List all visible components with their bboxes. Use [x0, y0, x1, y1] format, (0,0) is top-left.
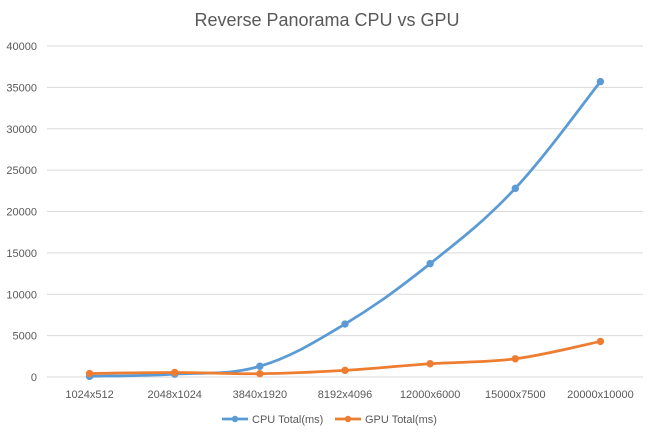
x-tick-label: 1024x512 [65, 389, 113, 401]
data-point [171, 368, 179, 377]
data-point [426, 259, 434, 268]
legend-label: GPU Total(ms) [365, 414, 437, 426]
gridlines [47, 45, 643, 378]
data-point [511, 355, 519, 363]
y-tick-label: 40000 [6, 41, 37, 53]
series-lines [85, 77, 605, 381]
y-tick-label: 35000 [6, 82, 37, 94]
legend-label: CPU Total(ms) [252, 414, 323, 426]
series-line [88, 80, 602, 378]
legend-item: CPU Total(ms) [222, 414, 323, 426]
y-tick-label: 5000 [13, 331, 37, 343]
x-axis-tick-labels: 1024x512 2048x1024 3840x1920 8192x4096 12000… [65, 389, 633, 401]
data-point [596, 337, 605, 346]
data-point [511, 184, 519, 193]
data-point [256, 362, 264, 370]
y-tick-label: 30000 [6, 124, 37, 136]
y-tick-label: 20000 [6, 207, 37, 219]
x-tick-label: 8192x4096 [318, 389, 372, 401]
data-point [85, 369, 94, 378]
x-tick-label: 2048x1024 [147, 389, 201, 401]
x-tick-label: 15000x7500 [485, 389, 546, 401]
x-tick-label: 12000x6000 [400, 389, 461, 401]
data-point [341, 366, 349, 375]
x-tick-label: 3840x1920 [233, 389, 287, 401]
legend-swatch-marker [231, 415, 239, 423]
chart-title: Reverse Panorama CPU vs GPU [194, 10, 459, 30]
series-cpu [85, 77, 605, 381]
legend: CPU Total(ms) GPU Total(ms) [222, 414, 437, 426]
legend-swatch-marker [344, 415, 352, 423]
x-tick-label: 20000x10000 [567, 389, 634, 401]
y-tick-label: 25000 [6, 165, 37, 177]
data-point [426, 360, 434, 368]
y-axis-tick-labels: 0 5000 10000 15000 20000 25000 30000 35000 40000 [6, 41, 37, 384]
series-gpu [85, 337, 605, 378]
y-tick-label: 10000 [6, 289, 37, 301]
legend-item: GPU Total(ms) [335, 414, 437, 426]
y-tick-label: 0 [31, 372, 37, 384]
data-point [596, 77, 605, 86]
data-point [341, 320, 349, 328]
y-tick-label: 15000 [6, 248, 37, 260]
data-point [256, 369, 264, 378]
